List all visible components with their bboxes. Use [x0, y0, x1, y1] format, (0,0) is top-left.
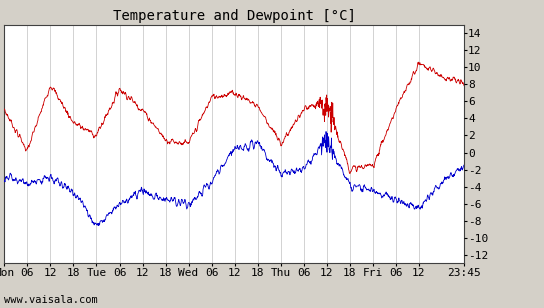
Text: www.vaisala.com: www.vaisala.com	[4, 295, 98, 305]
Title: Temperature and Dewpoint [°C]: Temperature and Dewpoint [°C]	[113, 10, 356, 23]
